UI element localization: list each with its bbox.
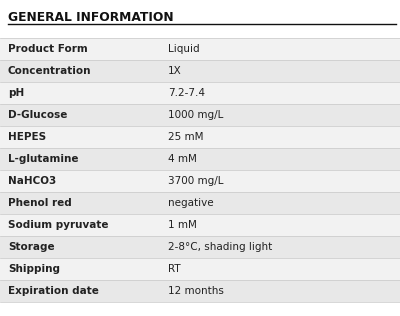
Bar: [0, 258, 400, 280]
Text: 2-8°C, shading light: 2-8°C, shading light: [168, 242, 272, 252]
Bar: [0, 214, 400, 236]
Text: 1 mM: 1 mM: [168, 220, 197, 230]
Bar: [0, 236, 400, 258]
Text: D-Glucose: D-Glucose: [8, 110, 67, 120]
Text: 1000 mg/L: 1000 mg/L: [168, 110, 223, 120]
Text: 12 months: 12 months: [168, 286, 224, 296]
Bar: [0, 148, 400, 170]
Text: RT: RT: [168, 264, 181, 274]
Text: 1X: 1X: [168, 66, 182, 76]
Text: Concentration: Concentration: [8, 66, 92, 76]
Text: Phenol red: Phenol red: [8, 198, 72, 208]
Bar: [0, 192, 400, 214]
Bar: [0, 82, 400, 104]
Bar: [0, 104, 400, 126]
Text: Storage: Storage: [8, 242, 55, 252]
Bar: [0, 280, 400, 302]
Text: L-glutamine: L-glutamine: [8, 154, 78, 164]
Text: Shipping: Shipping: [8, 264, 60, 274]
Text: pH: pH: [8, 88, 24, 98]
Text: negative: negative: [168, 198, 214, 208]
Text: Expiration date: Expiration date: [8, 286, 99, 296]
Bar: [0, 126, 400, 148]
Text: 25 mM: 25 mM: [168, 132, 204, 142]
Text: Product Form: Product Form: [8, 44, 88, 54]
Text: 3700 mg/L: 3700 mg/L: [168, 176, 224, 186]
Text: NaHCO3: NaHCO3: [8, 176, 56, 186]
Bar: [0, 60, 400, 82]
Text: HEPES: HEPES: [8, 132, 46, 142]
Bar: [0, 170, 400, 192]
Bar: [0, 38, 400, 60]
Text: Liquid: Liquid: [168, 44, 200, 54]
Text: 4 mM: 4 mM: [168, 154, 197, 164]
Text: 7.2-7.4: 7.2-7.4: [168, 88, 205, 98]
Text: GENERAL INFORMATION: GENERAL INFORMATION: [8, 11, 174, 24]
Text: Sodium pyruvate: Sodium pyruvate: [8, 220, 108, 230]
